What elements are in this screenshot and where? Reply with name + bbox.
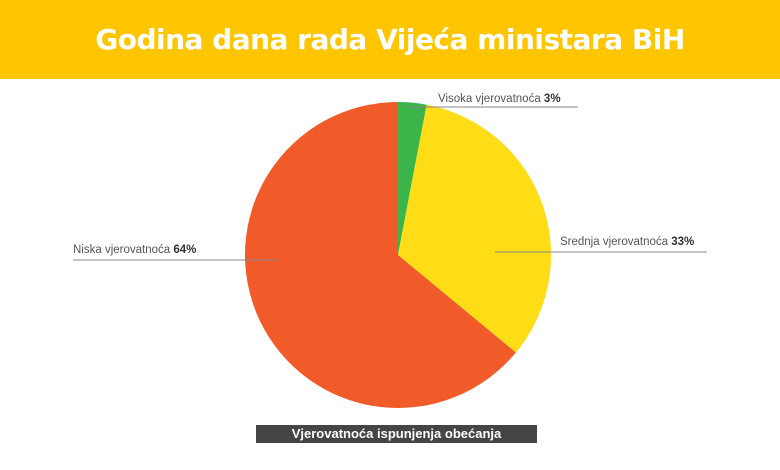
pie-slice-2 [245, 102, 516, 408]
slice-label-text: Visoka vjerovatnoća [438, 93, 541, 105]
chart-title: Godina dana rada Vijeća ministara BiH [95, 23, 685, 56]
header-banner: Godina dana rada Vijeća ministara BiH [0, 0, 780, 79]
slice-value-label: 64% [173, 244, 197, 256]
slice-value-label: 33% [671, 236, 695, 248]
pie-slice-0 [398, 102, 427, 255]
slice-label-visoka: Visoka vjerovatnoća 3% [438, 93, 561, 105]
slice-label-text: Niska vjerovatnoća [73, 244, 171, 256]
pie-slice-1 [398, 104, 552, 353]
slice-value-label: 3% [543, 93, 561, 105]
chart-caption: Vjerovatnoća ispunjenja obećanja [256, 425, 537, 443]
slice-label-srednja: Srednja vjerovatnoća 33% [560, 236, 694, 248]
slice-label-niska: Niska vjerovatnoća 64% [73, 244, 196, 256]
slice-label-text: Srednja vjerovatnoća [560, 236, 669, 248]
